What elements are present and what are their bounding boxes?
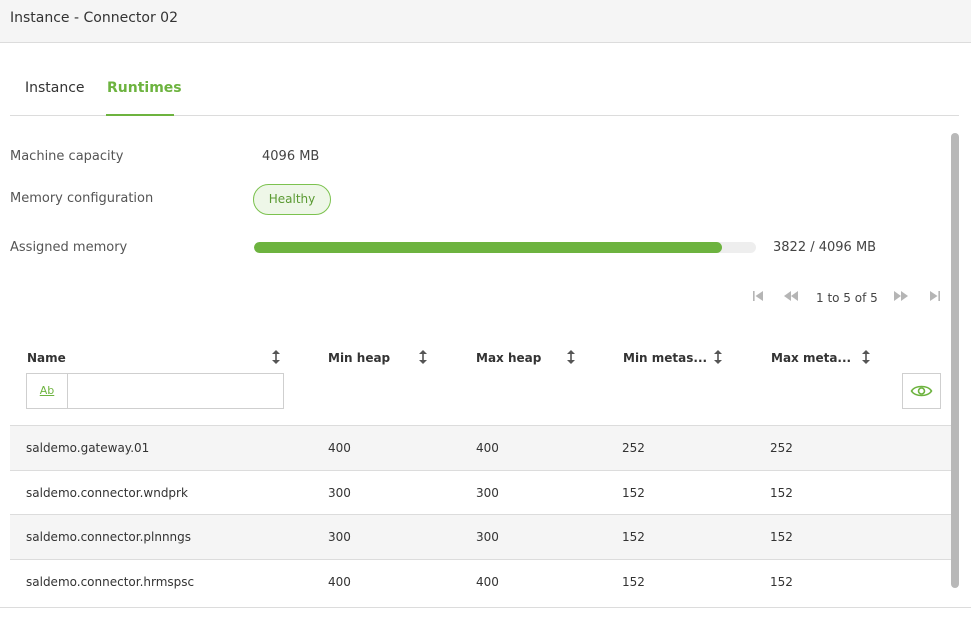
last-page-icon[interactable]	[927, 289, 943, 305]
name-filter: Ab	[26, 373, 284, 409]
table-row[interactable]: saldemo.connector.plnnngs 300 300 152 15…	[10, 514, 951, 559]
tab-bar: Instance Runtimes	[10, 72, 959, 116]
column-header-name[interactable]: Name	[27, 351, 66, 365]
cell-name: saldemo.connector.wndprk	[26, 486, 188, 500]
table-row[interactable]: saldemo.gateway.01 400 400 252 252	[10, 425, 951, 470]
cell-max-heap: 400	[476, 441, 499, 455]
prev-page-icon[interactable]	[782, 289, 798, 305]
status-badge: Healthy	[253, 184, 331, 215]
cell-max-heap: 300	[476, 486, 499, 500]
tab-instance[interactable]: Instance	[25, 80, 85, 96]
sort-icon[interactable]	[566, 349, 576, 365]
cell-name: saldemo.connector.hrmspsc	[26, 575, 195, 589]
pagination-summary: 1 to 5 of 5	[816, 291, 878, 305]
cell-max-metaspace: 252	[770, 441, 793, 455]
cell-min-heap: 400	[328, 441, 351, 455]
divider	[0, 607, 971, 608]
column-header-max-metaspace[interactable]: Max meta...	[771, 351, 852, 365]
cell-min-metaspace: 152	[622, 575, 645, 589]
sort-icon[interactable]	[713, 349, 723, 365]
machine-capacity-value: 4096 MB	[262, 149, 320, 164]
cell-name: saldemo.gateway.01	[26, 441, 150, 455]
sort-icon[interactable]	[418, 349, 428, 365]
vertical-scrollbar[interactable]	[951, 133, 959, 588]
machine-capacity-label: Machine capacity	[10, 149, 124, 164]
assigned-memory-label: Assigned memory	[10, 240, 128, 255]
cell-max-heap: 400	[476, 575, 499, 589]
filter-mode-toggle[interactable]: Ab	[27, 374, 68, 408]
sort-icon[interactable]	[271, 349, 281, 365]
column-header-min-metaspace[interactable]: Min metas...	[623, 351, 708, 365]
column-header-max-heap[interactable]: Max heap	[476, 351, 542, 365]
assigned-memory-value: 3822 / 4096 MB	[773, 240, 877, 255]
assigned-memory-progress	[254, 242, 756, 253]
window-title: Instance - Connector 02	[10, 10, 178, 26]
cell-max-metaspace: 152	[770, 486, 793, 500]
scrollbar-thumb[interactable]	[951, 133, 959, 588]
cell-name: saldemo.connector.plnnngs	[26, 530, 192, 544]
cell-min-heap: 400	[328, 575, 351, 589]
eye-icon	[910, 385, 933, 397]
cell-max-metaspace: 152	[770, 530, 793, 544]
progress-fill	[254, 242, 723, 253]
table-row[interactable]: saldemo.connector.wndprk 300 300 152 152	[10, 470, 951, 515]
title-bar: Instance - Connector 02	[0, 0, 971, 43]
cell-min-metaspace: 152	[622, 486, 645, 500]
tab-runtimes[interactable]: Runtimes	[106, 80, 182, 116]
first-page-icon[interactable]	[750, 289, 766, 305]
cell-max-metaspace: 152	[770, 575, 793, 589]
cell-max-heap: 300	[476, 530, 499, 544]
column-visibility-button[interactable]	[902, 373, 941, 409]
table-row[interactable]: saldemo.connector.hrmspsc 400 400 152 15…	[10, 559, 951, 604]
name-filter-input[interactable]	[68, 374, 283, 408]
cell-min-metaspace: 152	[622, 530, 645, 544]
cell-min-heap: 300	[328, 486, 351, 500]
cell-min-metaspace: 252	[622, 441, 645, 455]
column-header-min-heap[interactable]: Min heap	[328, 351, 391, 365]
cell-min-heap: 300	[328, 530, 351, 544]
memory-configuration-label: Memory configuration	[10, 191, 154, 206]
sort-icon[interactable]	[861, 349, 871, 365]
next-page-icon[interactable]	[892, 289, 908, 305]
